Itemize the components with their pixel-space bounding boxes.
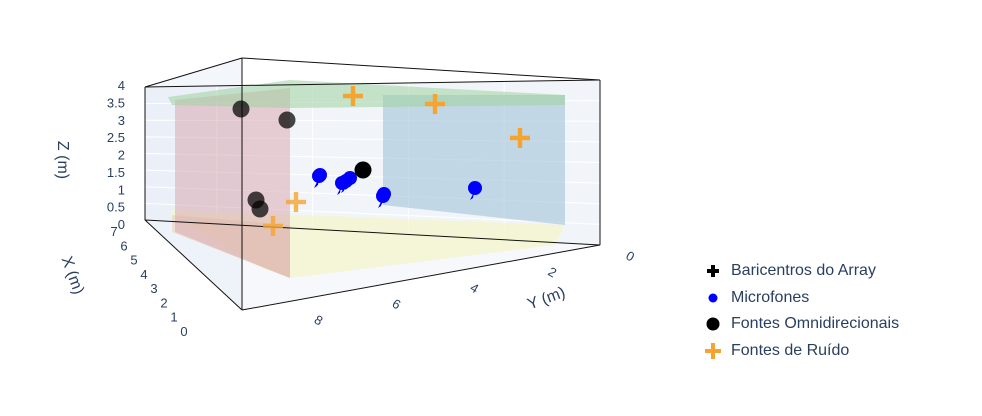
legend-label: Baricentros do Array: [731, 262, 876, 280]
x-tick-label: 0: [180, 324, 187, 339]
legend-item-fontes-omni[interactable]: Fontes Omnidirecionais: [696, 311, 899, 338]
marker-fontes-de-ru-do[interactable]: [343, 86, 363, 107]
y-tick-label: 2: [545, 264, 559, 281]
z-tick-label: 0: [118, 217, 125, 232]
z-tick-label: 1: [118, 182, 125, 197]
y-tick-label: 8: [312, 312, 326, 329]
marker-fontes-de-ru-do[interactable]: [286, 192, 306, 212]
legend-label: Microfones: [731, 288, 810, 306]
x-axis-title: X (m): [58, 254, 87, 297]
legend-label: Fontes de Ruído: [731, 341, 850, 359]
x-tick-label: 2: [160, 295, 167, 310]
microphone-direction-marker: [314, 180, 318, 188]
marker-fontes-de-ru-do[interactable]: [263, 216, 283, 236]
z-tick-label: 2: [118, 148, 125, 163]
legend: Baricentros do Array Microfones Fontes O…: [696, 258, 899, 364]
marker-microfones[interactable]: [376, 189, 390, 203]
microphone-direction-marker: [378, 200, 382, 208]
microphone-direction-marker: [470, 192, 474, 200]
z-tick-label: 3.5: [107, 95, 125, 110]
x-tick-label: 5: [130, 253, 137, 268]
marker-fontes-omnidirecionais[interactable]: [232, 100, 250, 118]
x-tick-label: 1: [170, 310, 177, 325]
legend-item-microfones[interactable]: Microfones: [696, 285, 899, 312]
y-tick-label: 6: [390, 296, 404, 313]
z-tick-label: 0.5: [107, 200, 125, 215]
circle-icon: [696, 316, 730, 332]
legend-label: Fontes Omnidirecionais: [731, 315, 900, 333]
z-tick-label: 1.5: [107, 165, 125, 180]
cross-icon: [696, 342, 730, 359]
x-tick-label: 4: [140, 267, 147, 282]
marker-fontes-de-ru-do[interactable]: [425, 94, 445, 115]
microphone-direction-marker: [341, 185, 345, 193]
marker-microfones[interactable]: [468, 181, 482, 195]
legend-item-fontes-ruido[interactable]: Fontes de Ruído: [696, 338, 899, 365]
marker-microfones[interactable]: [339, 174, 353, 188]
z-tick-label: 2.5: [107, 130, 125, 145]
z-tick-label: 4: [118, 78, 125, 93]
marker-fontes-omnidirecionais[interactable]: [354, 161, 372, 179]
bounding-box: [144, 57, 601, 311]
marker-fontes-omnidirecionais[interactable]: [251, 200, 269, 218]
z-tick-label: 3: [118, 113, 125, 128]
surface-ceiling: [168, 80, 565, 108]
marker-fontes-omnidirecionais[interactable]: [278, 111, 296, 129]
z-axis-ticks: 0 0.5 1 1.5 2 2.5 3 3.5 4: [107, 78, 125, 232]
x-tick-label: 6: [120, 238, 127, 253]
cross-icon: [696, 264, 730, 278]
marker-microfones[interactable]: [312, 169, 326, 183]
surface-wall-y0: [383, 95, 565, 225]
y-axis-title: Y (m): [525, 284, 567, 313]
y-tick-label: 0: [623, 248, 637, 265]
z-axis-title: Z (m): [54, 141, 71, 179]
markers-layer: [232, 86, 530, 236]
x-tick-label: 7: [110, 224, 117, 239]
circle-icon: [696, 291, 730, 305]
microphone-direction-marker: [337, 187, 341, 195]
y-tick-label: 4: [468, 280, 482, 297]
x-tick-label: 3: [150, 281, 157, 296]
legend-item-baricentros[interactable]: Baricentros do Array: [696, 258, 899, 285]
marker-fontes-de-ru-do[interactable]: [510, 128, 530, 148]
surface-wall-y-max: [175, 88, 290, 278]
